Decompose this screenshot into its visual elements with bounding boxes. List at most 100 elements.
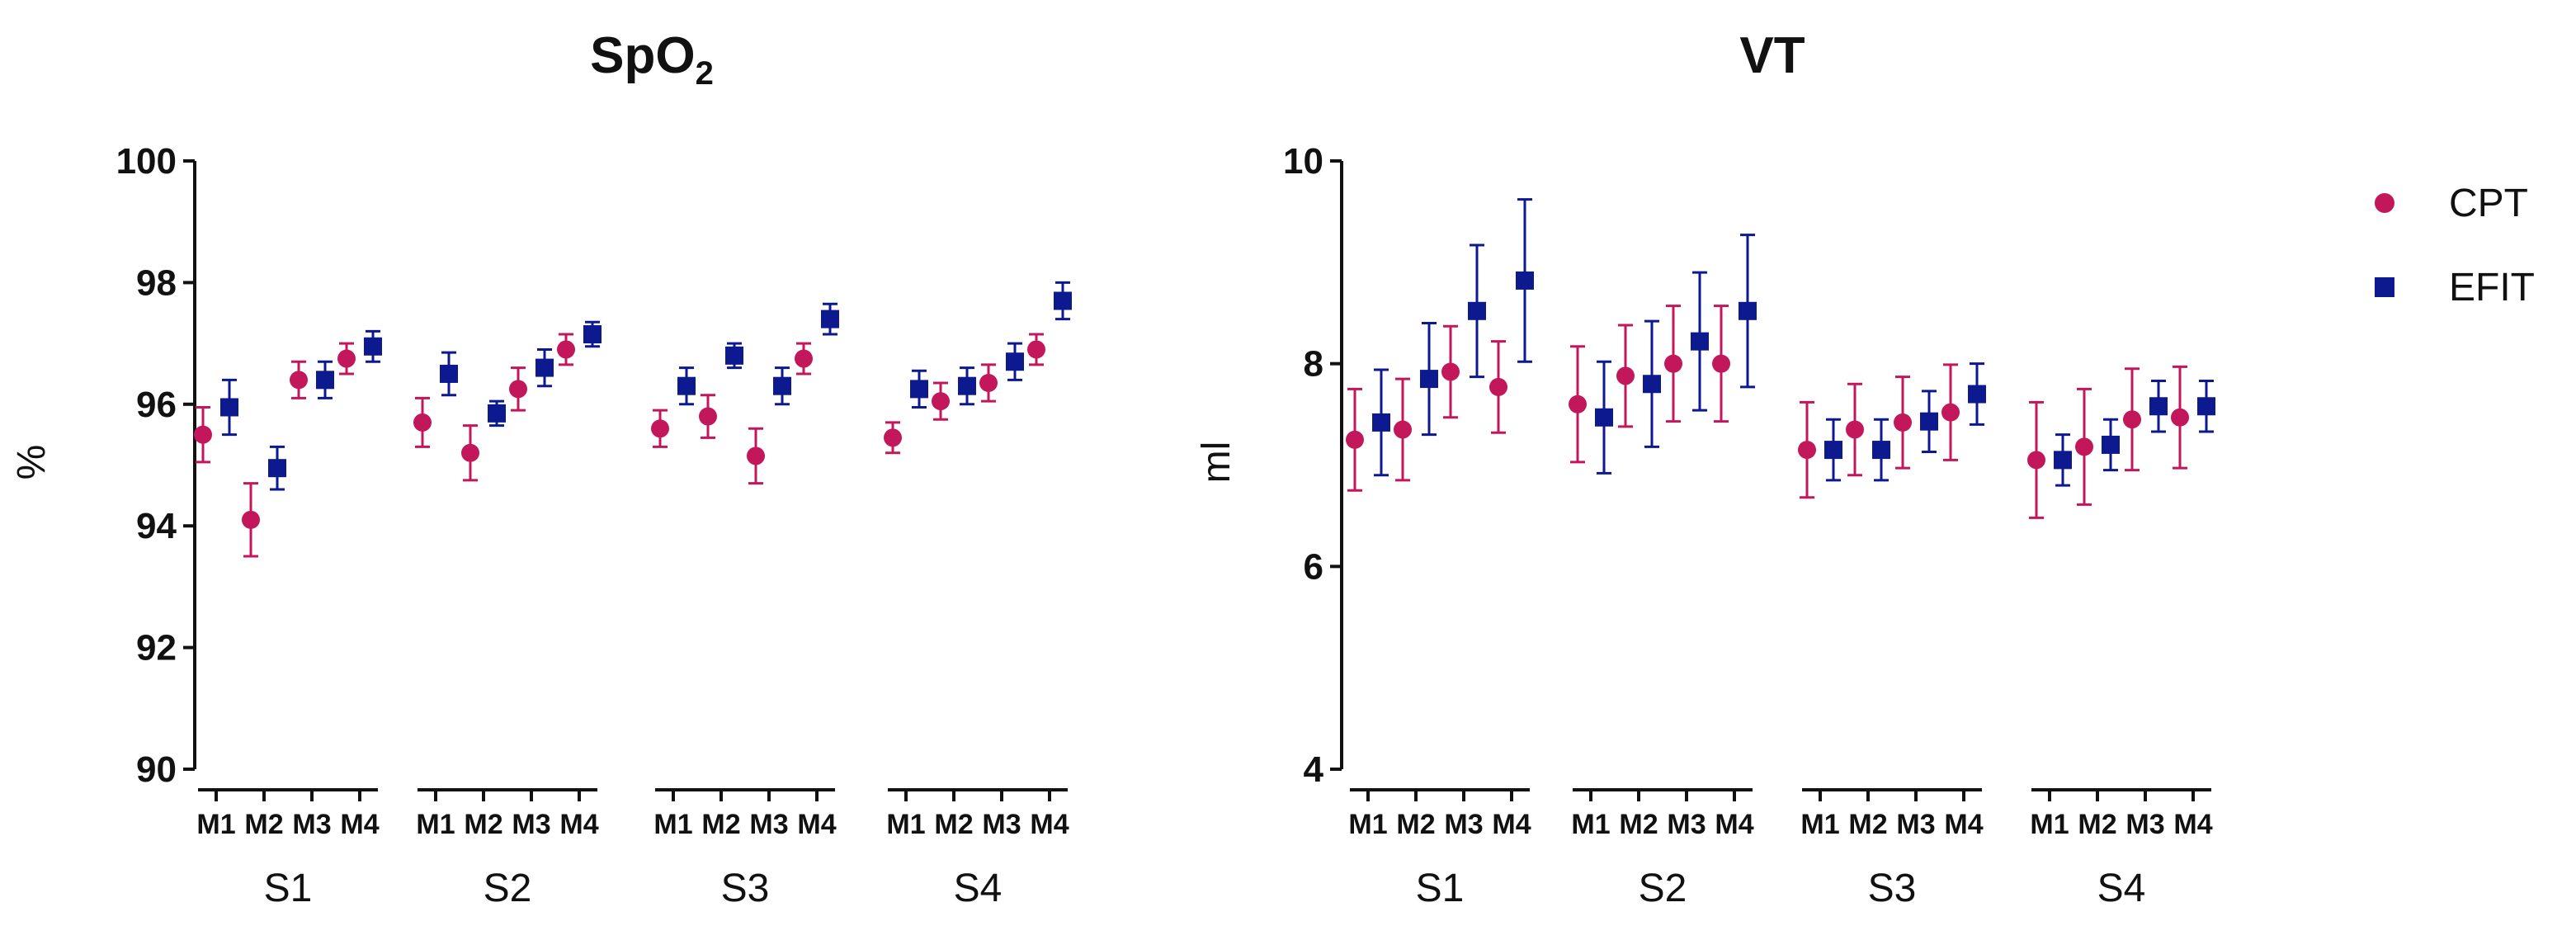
spo2-x-tick-label-m2: M2 [701,809,740,840]
vt-y-axis-label: ml [1195,442,1238,484]
legend-cpt-label: CPT [2449,182,2528,225]
spo2-cpt-s1-m4-point [337,349,356,368]
vt-x-tick-label-m4: M4 [1492,809,1531,840]
vt-x-tick-label-m1: M1 [1571,809,1610,840]
legend-efit-marker [2375,277,2394,297]
spo2-efit-s4-m2-point [958,376,976,395]
spo2-x-axes: M1 M2 M3 M4 S1 M1 M2 M3 M4 S2 M1 M2 M3 M4 S3 M1 M2 M3 M4 S4 [196,788,1069,910]
spo2-x-tick-label-m1: M1 [653,809,692,840]
vt-x-tick-label-m3: M3 [2125,809,2164,840]
vt-cpt-s3-m1-point [1798,441,1816,460]
vt-efit-s1-m4-point [1516,271,1534,290]
spo2-efit-s3-m4-point [821,309,839,328]
spo2-efit-s1-m1-point [220,398,238,417]
vt-group-label-s1: S1 [1416,867,1465,910]
spo2-y-axis-label: % [10,445,54,480]
spo2-cpt-s2-m3-point [509,380,527,399]
vt-marks [1346,198,2215,519]
spo2-cpt-s2-m2-point [461,443,479,462]
spo2-efit-s4-m1-point [910,380,928,399]
spo2-x-tick-label-m4: M4 [797,809,836,840]
vt-x-tick-label-m3: M3 [1444,809,1483,840]
vt-cpt-s2-m2-point [1616,366,1635,385]
vt-cpt-s4-m4-point [2171,408,2189,427]
spo2-cpt-s3-m4-point [795,349,813,368]
vt-title: VT [1739,27,1805,84]
vt-group-label-s2: S2 [1639,867,1687,910]
vt-y-tick-label: 4 [1304,749,1324,790]
vt-x-tick-label-m4: M4 [2173,809,2212,840]
spo2-title: SpO2 [590,27,714,92]
spo2-panel: SpO2 % 90 92 94 96 98 100 M1 M2 M3 M4 S1 M1 M2 M3 M4 S… [10,27,1072,910]
spo2-x-tick-label-m1: M1 [886,809,925,840]
vt-efit-s4-m2-point [2102,435,2120,454]
spo2-efit-s2-m3-point [535,358,554,377]
spo2-group-label-s2: S2 [484,867,532,910]
vt-x-tick-label-m2: M2 [1848,809,1887,840]
vt-cpt-s1-m2-point [1394,420,1412,439]
vt-x-tick-label-m2: M2 [2078,809,2116,840]
vt-cpt-s3-m3-point [1894,413,1912,432]
spo2-cpt-s1-m3-point [290,371,308,390]
spo2-cpt-s4-m2-point [932,392,950,411]
spo2-efit-s2-m4-point [583,325,602,344]
vt-cpt-s3-m2-point [1846,420,1864,439]
vt-cpt-s1-m1-point [1346,430,1364,449]
spo2-cpt-s2-m1-point [413,413,432,432]
spo2-cpt-s4-m1-point [884,428,902,447]
spo2-group-label-s1: S1 [264,867,313,910]
vt-efit-s4-m3-point [2149,397,2168,416]
spo2-y-ticks: 90 92 94 96 98 100 [116,141,195,790]
vt-efit-s3-m4-point [1968,385,1986,404]
spo2-y-tick-label: 100 [116,141,177,182]
vt-x-tick-label-m1: M1 [2030,809,2069,840]
vt-group-label-s3: S3 [1868,867,1917,910]
spo2-x-tick-label-m4: M4 [1030,809,1069,840]
vt-cpt-s2-m4-point [1712,354,1730,373]
spo2-x-tick-label-m2: M2 [244,809,283,840]
vt-efit-s1-m3-point [1468,301,1486,320]
vt-x-axes: M1 M2 M3 M4 S1 M1 M2 M3 M4 S2 M1 M2 M3 M4 S3 M1 M2 M3 M4 S4 [1348,788,2213,910]
spo2-efit-s2-m1-point [440,364,458,383]
spo2-cpt-s3-m3-point [747,446,765,465]
spo2-efit-s4-m3-point [1006,352,1024,371]
spo2-group-label-s4: S4 [954,867,1003,910]
spo2-efit-s1-m4-point [364,337,382,356]
spo2-efit-s3-m3-point [773,376,791,395]
legend: CPT EFIT [2375,182,2535,309]
spo2-x-tick-label-m2: M2 [464,809,502,840]
spo2-y-tick-label: 94 [136,506,177,546]
spo2-x-tick-label-m4: M4 [340,809,379,840]
vt-efit-s1-m1-point [1372,413,1390,432]
spo2-group-label-s3: S3 [721,867,770,910]
spo2-efit-s1-m2-point [268,459,286,478]
spo2-efit-s3-m1-point [677,376,696,395]
vt-x-tick-label-m1: M1 [1800,809,1839,840]
vt-efit-s3-m3-point [1920,412,1938,431]
spo2-x-tick-label-m3: M3 [982,809,1021,840]
spo2-cpt-s3-m1-point [651,419,669,438]
spo2-y-tick-label: 96 [136,385,177,425]
vt-x-tick-label-m4: M4 [1944,809,1983,840]
spo2-efit-s3-m2-point [725,346,743,365]
vt-cpt-s1-m3-point [1441,362,1460,381]
spo2-cpt-s4-m3-point [979,374,998,393]
spo2-y-tick-label: 98 [136,262,177,303]
spo2-efit-s1-m3-point [316,371,334,390]
vt-efit-s3-m2-point [1872,441,1890,460]
spo2-cpt-s1-m1-point [194,425,212,444]
legend-cpt-marker [2375,193,2394,213]
vt-group-label-s4: S4 [2097,867,2146,910]
vt-cpt-s4-m3-point [2123,410,2141,429]
spo2-efit-s2-m2-point [488,404,506,423]
vt-efit-s3-m1-point [1824,441,1842,460]
vt-cpt-s1-m4-point [1489,377,1507,396]
spo2-cpt-s2-m4-point [557,340,575,359]
spo2-cpt-s3-m2-point [699,407,717,426]
vt-y-ticks: 4 6 8 10 [1283,141,1342,790]
spo2-y-tick-label: 90 [136,749,177,790]
vt-cpt-s2-m3-point [1664,354,1682,373]
spo2-x-tick-label-m3: M3 [749,809,788,840]
vt-x-tick-label-m4: M4 [1715,809,1753,840]
spo2-x-tick-label-m1: M1 [196,809,235,840]
